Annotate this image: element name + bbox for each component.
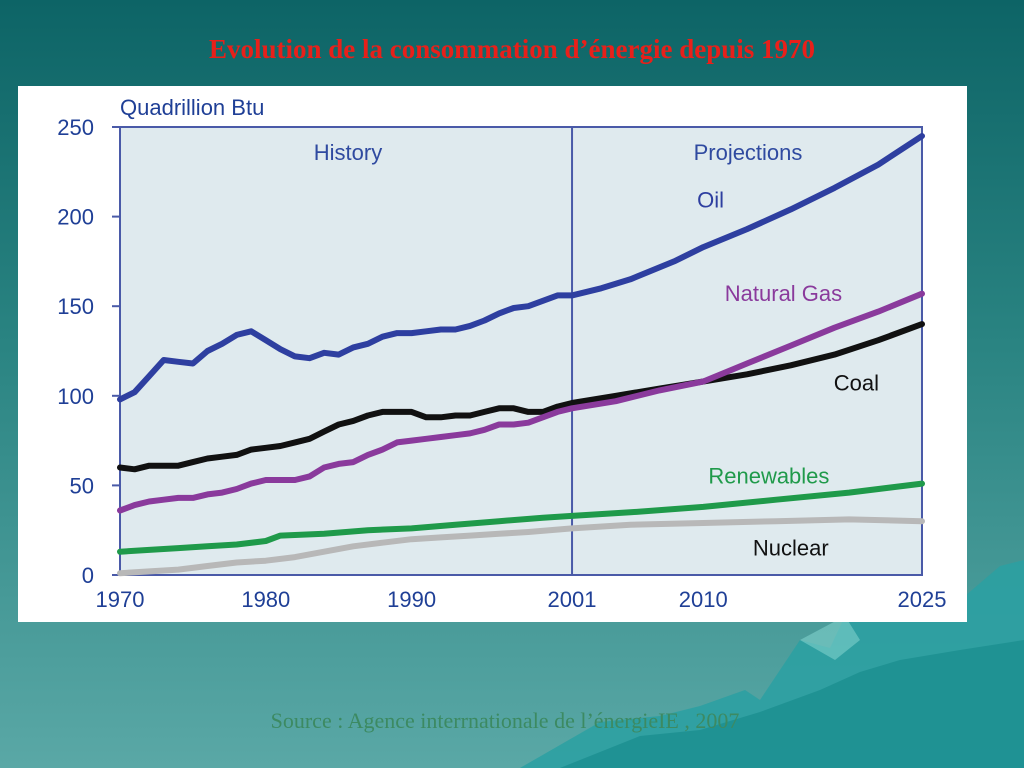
series-line-natural-gas [117, 290, 925, 514]
series-line-renewables [117, 480, 925, 555]
x-tick-label: 1970 [96, 587, 145, 612]
x-tick-label: 1990 [387, 587, 436, 612]
region-label-history: History [314, 140, 382, 165]
y-tick-label: 100 [57, 384, 94, 409]
plot-area [119, 126, 923, 576]
series-label-nuclear: Nuclear [753, 535, 829, 560]
y-tick-label: 150 [57, 294, 94, 319]
series-label-natural-gas: Natural Gas [725, 281, 842, 306]
y-axis-label: Quadrillion Btu [120, 95, 264, 120]
x-tick-label: 2001 [548, 587, 597, 612]
series-label-renewables: Renewables [708, 464, 829, 489]
series-line-oil [117, 133, 925, 403]
series-label-oil: Oil [697, 188, 724, 213]
series-label-coal: Coal [834, 370, 879, 395]
chart-panel: Quadrillion Btu History Projections 0 50 1… [18, 86, 967, 622]
x-axis-ticks: 1970 1980 1990 2001 2010 2025 [96, 587, 947, 612]
slide-title: Evolution de la consommation d’énergie d… [208, 34, 816, 64]
energy-chart: Quadrillion Btu History Projections 0 50 1… [57, 95, 947, 612]
y-tick-label: 0 [82, 563, 94, 588]
y-tick-label: 200 [57, 205, 94, 230]
y-axis-ticks: 0 50 100 150 200 250 [57, 115, 120, 588]
source-note: Source : Agence interrnationale de l’éne… [270, 708, 740, 733]
x-tick-label: 2010 [679, 587, 728, 612]
series-labels: Oil Natural Gas Coal Renewables Nuclear [697, 188, 879, 561]
series-lines [117, 133, 925, 577]
x-tick-label: 2025 [898, 587, 947, 612]
x-tick-label: 1980 [241, 587, 290, 612]
series-line-nuclear [117, 516, 925, 577]
y-tick-label: 250 [57, 115, 94, 140]
region-label-projections: Projections [694, 140, 803, 165]
y-tick-label: 50 [70, 473, 94, 498]
series-line-coal [117, 321, 925, 473]
